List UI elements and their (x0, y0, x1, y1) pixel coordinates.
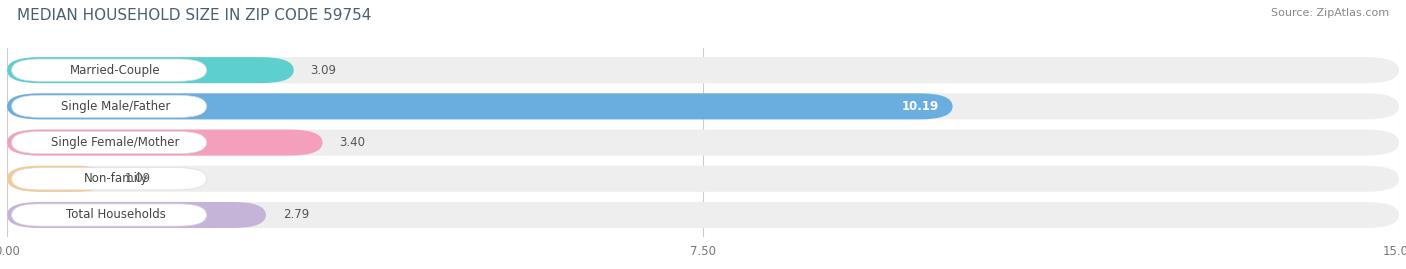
FancyBboxPatch shape (7, 166, 108, 192)
FancyBboxPatch shape (11, 59, 207, 81)
FancyBboxPatch shape (7, 166, 1399, 192)
Text: Married-Couple: Married-Couple (70, 64, 160, 77)
FancyBboxPatch shape (7, 202, 1399, 228)
Text: Single Female/Mother: Single Female/Mother (52, 136, 180, 149)
FancyBboxPatch shape (11, 168, 207, 190)
Text: Source: ZipAtlas.com: Source: ZipAtlas.com (1271, 8, 1389, 18)
FancyBboxPatch shape (7, 57, 1399, 83)
FancyBboxPatch shape (11, 132, 207, 154)
Text: 3.40: 3.40 (339, 136, 366, 149)
FancyBboxPatch shape (7, 93, 953, 119)
Text: 3.09: 3.09 (311, 64, 336, 77)
Text: Non-family: Non-family (83, 172, 148, 185)
Text: Total Households: Total Households (66, 208, 166, 221)
FancyBboxPatch shape (7, 130, 322, 155)
Text: MEDIAN HOUSEHOLD SIZE IN ZIP CODE 59754: MEDIAN HOUSEHOLD SIZE IN ZIP CODE 59754 (17, 8, 371, 23)
FancyBboxPatch shape (11, 95, 207, 118)
Text: Single Male/Father: Single Male/Father (60, 100, 170, 113)
Text: 2.79: 2.79 (283, 208, 309, 221)
FancyBboxPatch shape (7, 202, 266, 228)
FancyBboxPatch shape (7, 57, 294, 83)
Text: 1.09: 1.09 (125, 172, 150, 185)
Text: 10.19: 10.19 (901, 100, 939, 113)
FancyBboxPatch shape (7, 130, 1399, 155)
FancyBboxPatch shape (7, 93, 1399, 119)
FancyBboxPatch shape (11, 204, 207, 226)
